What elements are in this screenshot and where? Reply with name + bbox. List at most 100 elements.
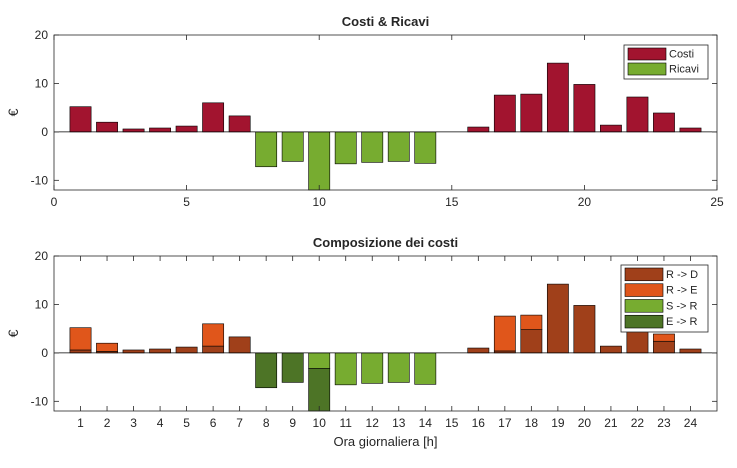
x-axis-label: Ora giornaliera [h] bbox=[333, 434, 437, 449]
y-tick-label: -10 bbox=[31, 394, 49, 408]
x-tick-label: 5 bbox=[183, 416, 190, 430]
bar bbox=[122, 349, 145, 354]
bar bbox=[387, 131, 410, 162]
legend-label: R -> D bbox=[666, 269, 698, 281]
bar bbox=[122, 128, 145, 133]
x-tick-label: 20 bbox=[578, 195, 592, 209]
x-tick-label: 11 bbox=[339, 416, 352, 430]
x-tick-label: 6 bbox=[210, 416, 217, 430]
x-tick-label: 2 bbox=[104, 416, 111, 430]
x-tick-label: 17 bbox=[498, 416, 512, 430]
x-tick-label: 14 bbox=[419, 416, 433, 430]
x-tick-label: 0 bbox=[51, 195, 58, 209]
bar bbox=[334, 131, 357, 165]
bar bbox=[546, 62, 569, 133]
x-tick-label: 20 bbox=[578, 416, 592, 430]
bar bbox=[228, 336, 251, 354]
bar bbox=[679, 348, 702, 354]
x-tick-label: 7 bbox=[236, 416, 243, 430]
bar bbox=[361, 352, 384, 384]
bar bbox=[149, 127, 171, 133]
y-tick-label: 0 bbox=[41, 125, 48, 139]
x-tick-label: 19 bbox=[551, 416, 565, 430]
series-costi bbox=[69, 62, 702, 133]
bar bbox=[467, 347, 490, 354]
y-tick-label: 0 bbox=[41, 346, 48, 360]
legend-swatch bbox=[624, 283, 664, 297]
legend-label: R -> E bbox=[666, 285, 697, 297]
bar bbox=[573, 84, 596, 133]
x-tick-label: 25 bbox=[710, 195, 724, 209]
bar bbox=[69, 327, 92, 351]
y-tick-label: 20 bbox=[35, 249, 49, 263]
bar bbox=[520, 93, 543, 133]
bar bbox=[281, 352, 304, 383]
bar bbox=[520, 314, 543, 330]
x-tick-label: 9 bbox=[289, 416, 296, 430]
bar bbox=[308, 131, 331, 191]
bar bbox=[600, 124, 622, 133]
bar bbox=[308, 352, 331, 369]
bar bbox=[600, 345, 622, 354]
bar bbox=[626, 329, 649, 354]
y-tick-label: 10 bbox=[35, 76, 49, 90]
legend-label: Costi bbox=[669, 49, 694, 61]
x-tick-label: 24 bbox=[684, 416, 698, 430]
x-tick-label: 10 bbox=[313, 195, 327, 209]
legend-swatch bbox=[624, 299, 664, 313]
bar bbox=[202, 102, 225, 133]
y-axis-label: € bbox=[5, 108, 21, 116]
y-tick-label: -10 bbox=[31, 173, 49, 187]
x-tick-label: 15 bbox=[445, 416, 459, 430]
bar bbox=[520, 329, 543, 354]
bar bbox=[228, 115, 251, 133]
x-tick-label: 1 bbox=[77, 416, 84, 430]
series-ricavi bbox=[255, 131, 437, 191]
bar bbox=[414, 352, 437, 385]
x-tick-label: 3 bbox=[130, 416, 137, 430]
y-axis-label: € bbox=[5, 329, 21, 337]
bar bbox=[493, 315, 516, 352]
bar bbox=[573, 305, 596, 354]
y-tick-label: 10 bbox=[35, 297, 49, 311]
x-tick-label: 5 bbox=[183, 195, 190, 209]
bar bbox=[281, 131, 304, 162]
legend-swatch bbox=[627, 62, 667, 76]
legend-label: E -> R bbox=[666, 316, 698, 328]
x-tick-label: 16 bbox=[472, 416, 486, 430]
axes-box bbox=[53, 34, 718, 191]
bar bbox=[69, 349, 92, 354]
x-tick-label: 12 bbox=[366, 416, 380, 430]
x-tick-label: 8 bbox=[263, 416, 270, 430]
bar bbox=[255, 131, 278, 168]
x-tick-label: 21 bbox=[604, 416, 618, 430]
x-tick-label: 4 bbox=[157, 416, 164, 430]
bar bbox=[202, 323, 225, 347]
y-tick-label: 20 bbox=[35, 28, 49, 42]
legend-swatch bbox=[627, 47, 667, 61]
x-tick-label: 22 bbox=[631, 416, 645, 430]
legend-swatch bbox=[624, 314, 664, 329]
x-tick-label: 10 bbox=[313, 416, 327, 430]
legend-label: S -> R bbox=[666, 300, 698, 312]
bar bbox=[175, 125, 198, 133]
bar bbox=[467, 126, 490, 133]
bar bbox=[149, 348, 171, 354]
bar bbox=[414, 131, 437, 164]
bar bbox=[255, 352, 278, 389]
x-tick-label: 23 bbox=[657, 416, 671, 430]
axes-box bbox=[53, 255, 718, 412]
x-tick-label: 18 bbox=[525, 416, 539, 430]
bar bbox=[202, 345, 225, 354]
bar bbox=[653, 112, 675, 133]
bar bbox=[175, 346, 198, 354]
x-tick-label: 15 bbox=[445, 195, 459, 209]
bar bbox=[679, 127, 702, 133]
bar bbox=[96, 121, 118, 133]
x-tick-label: 13 bbox=[392, 416, 406, 430]
legend-label: Ricavi bbox=[669, 64, 699, 76]
